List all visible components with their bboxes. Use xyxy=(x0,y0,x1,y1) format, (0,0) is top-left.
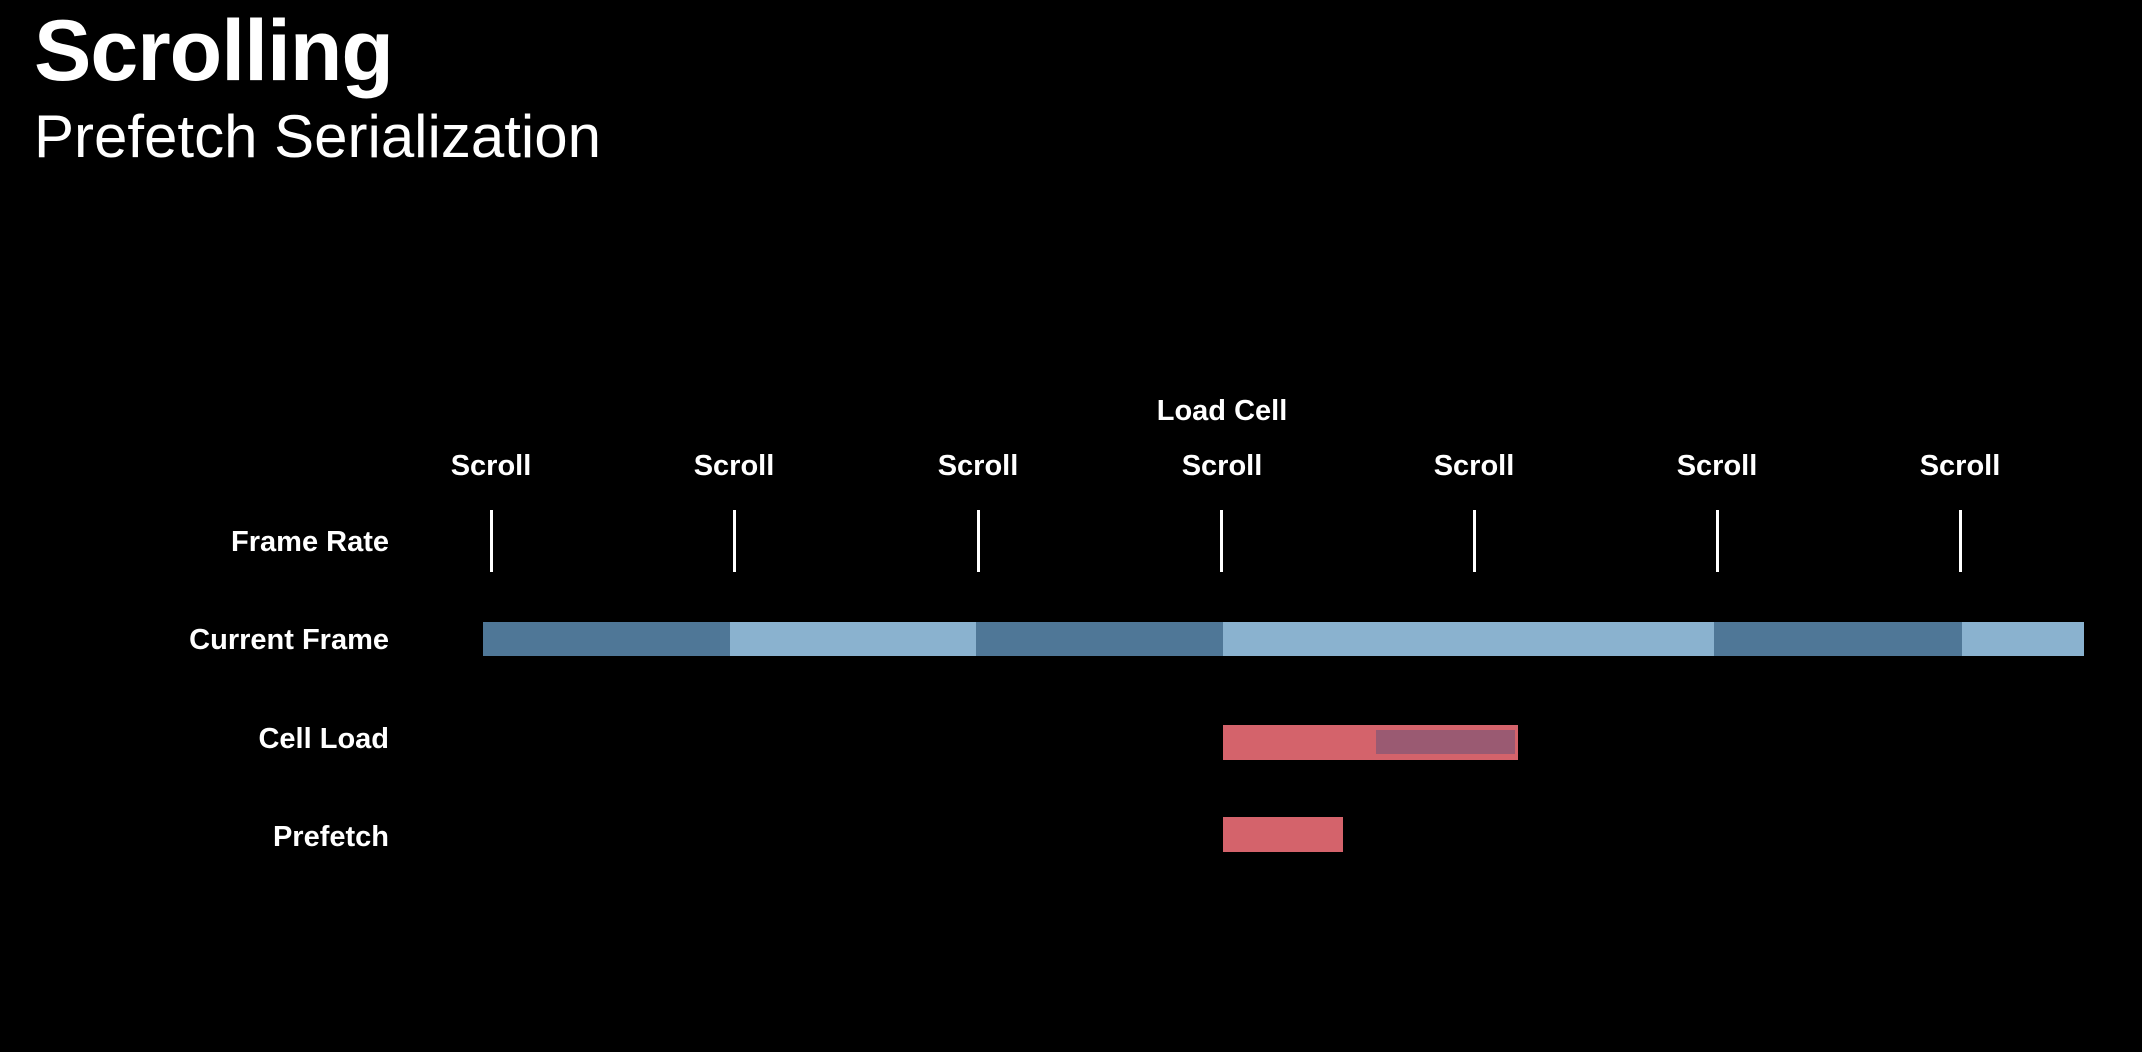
slide-subtitle: Prefetch Serialization xyxy=(34,103,601,170)
row-label-prefetch: Prefetch xyxy=(272,821,389,853)
slide-title: Scrolling xyxy=(34,3,394,99)
cell-load-overlap xyxy=(1376,730,1515,754)
load-cell-label: Load Cell xyxy=(1156,395,1288,427)
scroll-label-6: Scroll xyxy=(1676,450,1758,482)
frame-segment-1 xyxy=(483,622,730,656)
prefetch-bar xyxy=(1223,817,1343,852)
frame-tick-4 xyxy=(1220,510,1223,572)
frame-tick-2 xyxy=(733,510,736,572)
frame-segment-2 xyxy=(730,622,976,656)
row-label-frame-rate: Frame Rate xyxy=(231,526,389,558)
frame-tick-1 xyxy=(490,510,493,572)
scroll-label-2: Scroll xyxy=(693,450,775,482)
frame-tick-3 xyxy=(977,510,980,572)
scroll-label-3: Scroll xyxy=(937,450,1019,482)
frame-segment-3 xyxy=(976,622,1223,656)
scroll-label-4: Scroll xyxy=(1181,450,1263,482)
scroll-label-7: Scroll xyxy=(1919,450,2001,482)
frame-tick-7 xyxy=(1959,510,1962,572)
scroll-label-5: Scroll xyxy=(1433,450,1515,482)
frame-segment-6 xyxy=(1962,622,2084,656)
frame-segment-4 xyxy=(1223,622,1714,656)
frame-segment-5 xyxy=(1714,622,1962,656)
frame-tick-6 xyxy=(1716,510,1719,572)
scroll-label-1: Scroll xyxy=(450,450,532,482)
row-label-current-frame: Current Frame xyxy=(189,624,389,656)
row-label-cell-load: Cell Load xyxy=(258,723,389,755)
frame-tick-5 xyxy=(1473,510,1476,572)
